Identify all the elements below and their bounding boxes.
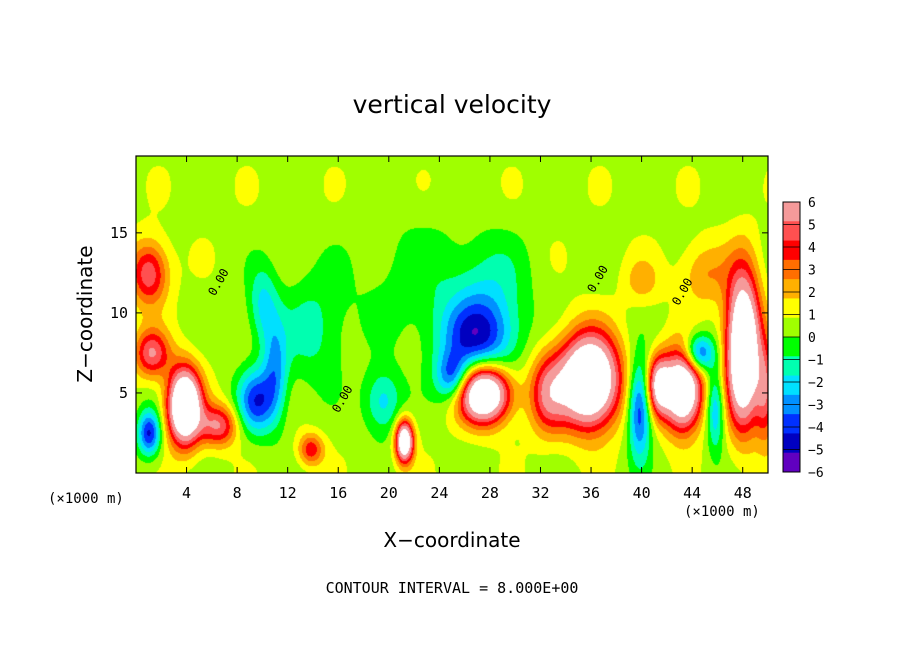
colorbar-swatch (783, 356, 800, 377)
x-tick-label: 40 (633, 484, 651, 502)
colorbar-tick-label: −1 (808, 354, 824, 369)
contour-interval-note: CONTOUR INTERVAL = 8.000E+00 (326, 579, 579, 597)
x-tick-label: 12 (279, 484, 297, 502)
colorbar-tick-label: 3 (808, 264, 816, 279)
x-unit-left: (×1000 m) (48, 491, 124, 507)
colorbar-tick-label: 4 (808, 241, 816, 256)
x-tick-label: 28 (481, 484, 499, 502)
colorbar-swatch (783, 298, 800, 319)
colorbar-swatch (783, 279, 800, 299)
plot-frame (135, 155, 769, 474)
y-tick-label: 15 (110, 224, 128, 242)
colorbar-swatch (783, 202, 800, 222)
colorbar-tick-label: 5 (808, 219, 816, 234)
x-tick-label: 32 (531, 484, 549, 502)
x-tick-label: 24 (430, 484, 448, 502)
x-tick-label: 20 (380, 484, 398, 502)
x-tick-label: 8 (233, 484, 242, 502)
x-tick-label: 44 (683, 484, 701, 502)
x-tick-label: 16 (329, 484, 347, 502)
x-tick-label: 4 (182, 484, 191, 502)
colorbar-tick-label: −5 (808, 444, 824, 459)
colorbar-swatch (783, 221, 800, 242)
colorbar-swatch (783, 452, 800, 473)
y-axis-ticks: 5 10 15 (110, 224, 768, 402)
colorbar-tick-label: 2 (808, 286, 816, 301)
colorbar-swatch (783, 433, 800, 454)
colorbar-swatch (783, 240, 800, 261)
colorbar-swatch (783, 414, 800, 434)
y-axis-label: Z−coordinate (73, 245, 97, 382)
colorbar-tick-label: −2 (808, 376, 824, 391)
colorbar-tick-label: −3 (808, 399, 824, 414)
y-tick-label: 10 (110, 304, 128, 322)
colorbar: 6 5 4 3 2 1 0 −1 −2 −3 −4 −5 −6 (782, 196, 824, 481)
colorbar-swatch (783, 375, 800, 396)
colorbar-swatch (783, 337, 800, 357)
y-tick-label: 5 (119, 384, 128, 402)
x-axis-ticks: 4 8 12 16 20 24 28 32 36 40 44 48 (182, 156, 752, 502)
colorbar-tick-label: 6 (808, 196, 816, 211)
x-unit-right: (×1000 m) (684, 504, 760, 520)
chart-title: vertical velocity (353, 90, 552, 119)
heatmap-field (136, 156, 768, 473)
x-tick-label: 36 (582, 484, 600, 502)
colorbar-swatch (783, 317, 800, 338)
colorbar-tick-label: −4 (808, 421, 824, 436)
colorbar-tick-label: 0 (808, 331, 816, 346)
colorbar-tick-label: 1 (808, 309, 816, 324)
colorbar-tick-label: −6 (808, 466, 824, 481)
x-tick-label: 48 (734, 484, 752, 502)
x-axis-label: X−coordinate (383, 528, 520, 552)
